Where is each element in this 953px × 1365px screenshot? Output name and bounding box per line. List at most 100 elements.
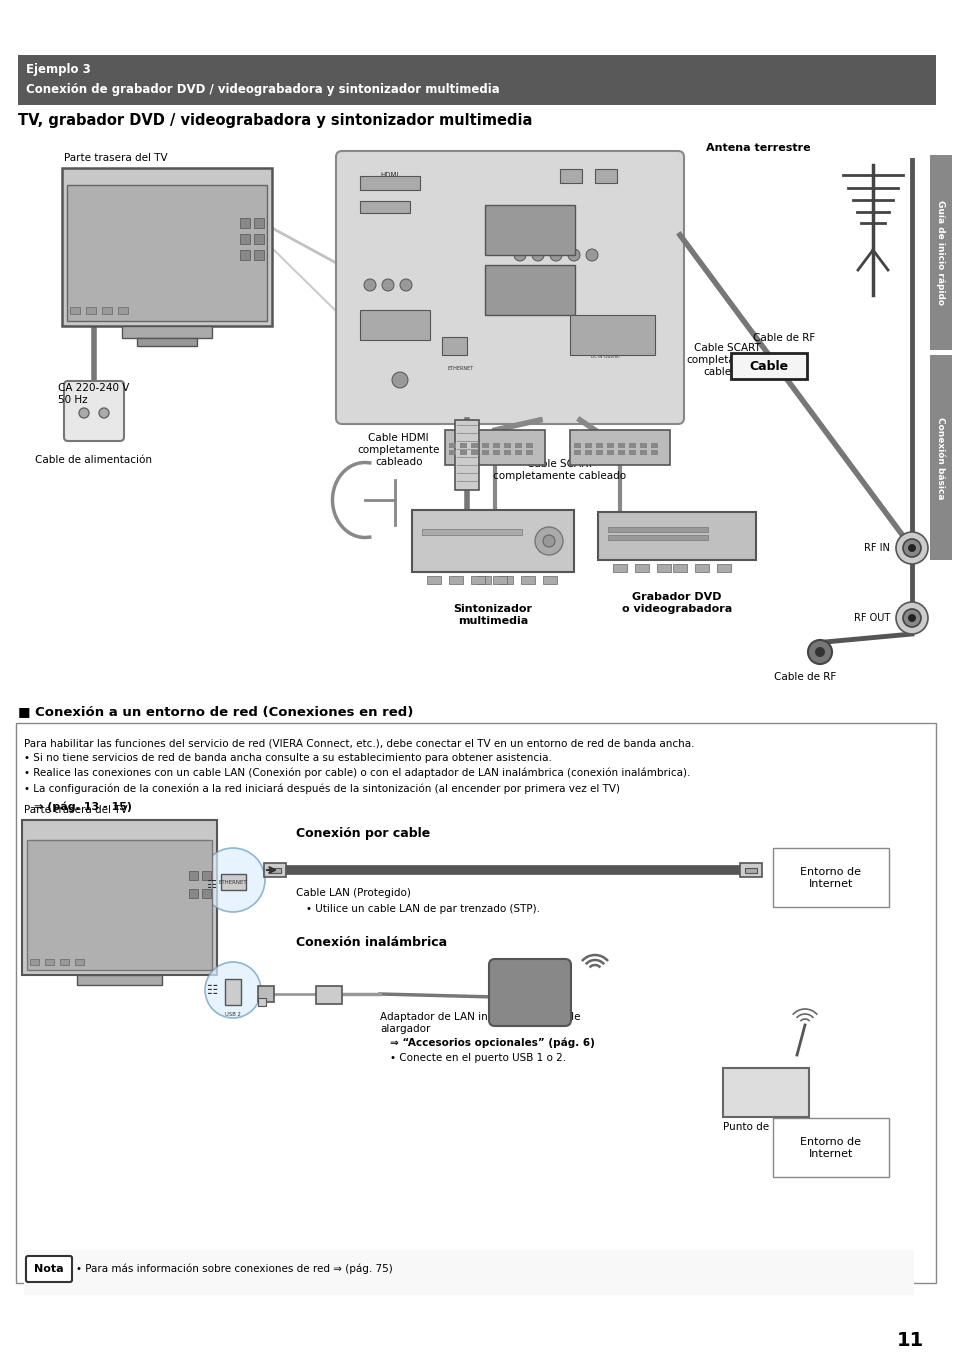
Text: RF IN: RF IN — [863, 543, 889, 553]
Bar — [359, 310, 430, 340]
Text: Para habilitar las funciones del servicio de red (VIERA Connect, etc.), debe con: Para habilitar las funciones del servici… — [24, 738, 694, 748]
FancyBboxPatch shape — [16, 723, 935, 1283]
Text: Parte trasera del TV: Parte trasera del TV — [24, 805, 128, 815]
Bar — [569, 430, 669, 465]
Bar — [484, 205, 575, 255]
Bar — [740, 863, 761, 876]
Bar — [503, 444, 511, 448]
FancyBboxPatch shape — [772, 1118, 888, 1177]
Text: ■ Conexión a un entorno de red (Conexiones en red): ■ Conexión a un entorno de red (Conexion… — [18, 706, 413, 718]
Bar — [221, 874, 246, 890]
Text: Conexión de grabador DVD / videograbadora y sintonizador multimedia: Conexión de grabador DVD / videograbador… — [26, 82, 499, 96]
Circle shape — [399, 278, 412, 291]
Bar — [427, 576, 440, 584]
FancyBboxPatch shape — [722, 1067, 808, 1117]
Bar — [102, 307, 112, 314]
Bar — [240, 233, 250, 244]
Bar — [628, 444, 636, 448]
Text: • Realice las conexiones con un cable LAN (Conexión por cable) o con el adaptado: • Realice las conexiones con un cable LA… — [24, 768, 690, 778]
Text: Nota: Nota — [34, 1264, 64, 1274]
Circle shape — [542, 535, 555, 547]
Circle shape — [814, 647, 824, 657]
Bar — [520, 576, 535, 584]
Bar — [639, 444, 646, 448]
Circle shape — [907, 614, 915, 622]
Bar — [525, 450, 533, 455]
Bar — [315, 986, 341, 1005]
Bar — [672, 564, 686, 572]
Bar — [493, 444, 499, 448]
Bar — [650, 444, 658, 448]
Text: • Conecte en el puerto USB 1 o 2.: • Conecte en el puerto USB 1 o 2. — [390, 1052, 565, 1063]
Text: ⇒ (pág. 13 - 15): ⇒ (pág. 13 - 15) — [34, 803, 132, 812]
Bar — [189, 889, 198, 898]
Circle shape — [532, 248, 543, 261]
Bar — [225, 979, 241, 1005]
Text: RF OUT: RF OUT — [853, 613, 889, 622]
Bar — [498, 576, 513, 584]
Bar — [525, 444, 533, 448]
Bar — [929, 156, 951, 349]
Bar — [30, 960, 39, 965]
Bar — [459, 450, 467, 455]
Bar — [606, 444, 614, 448]
Bar — [493, 576, 506, 584]
Text: CA 220-240 V
50 Hz: CA 220-240 V 50 Hz — [58, 384, 130, 404]
Circle shape — [514, 248, 525, 261]
Bar — [122, 326, 212, 339]
Bar — [421, 530, 521, 535]
Bar — [559, 169, 581, 183]
Bar — [202, 889, 211, 898]
Bar — [744, 868, 757, 874]
Text: Adaptador de LAN inalámbrica y cable
alargador: Adaptador de LAN inalámbrica y cable ala… — [379, 1011, 579, 1035]
Bar — [449, 576, 462, 584]
Bar — [484, 265, 575, 315]
Bar — [441, 337, 467, 355]
Text: Entorno de
Internet: Entorno de Internet — [800, 867, 861, 889]
Circle shape — [895, 532, 927, 564]
Bar — [596, 444, 602, 448]
Bar — [717, 564, 730, 572]
Bar — [493, 450, 499, 455]
FancyBboxPatch shape — [339, 156, 679, 420]
Circle shape — [392, 373, 408, 388]
Bar — [257, 998, 266, 1006]
Circle shape — [807, 640, 831, 663]
Bar — [639, 450, 646, 455]
Bar — [515, 444, 521, 448]
Text: HDMI: HDMI — [379, 172, 398, 177]
Bar — [584, 444, 592, 448]
Bar — [628, 450, 636, 455]
Text: Entorno de
Internet: Entorno de Internet — [800, 1137, 861, 1159]
Bar — [449, 450, 456, 455]
FancyBboxPatch shape — [412, 511, 574, 572]
Bar — [481, 450, 489, 455]
Bar — [471, 450, 477, 455]
Text: Cable HDMI
completamente
cableado: Cable HDMI completamente cableado — [357, 434, 439, 467]
Circle shape — [550, 248, 561, 261]
Text: Sintonizador
multimedia: Sintonizador multimedia — [453, 603, 532, 625]
Text: ☶: ☶ — [206, 880, 215, 890]
Bar — [481, 444, 489, 448]
FancyBboxPatch shape — [772, 848, 888, 906]
FancyBboxPatch shape — [730, 354, 806, 379]
Text: Grabador DVD
o videograbadora: Grabador DVD o videograbadora — [621, 592, 731, 614]
Bar — [542, 576, 557, 584]
FancyBboxPatch shape — [335, 152, 683, 425]
Bar — [613, 564, 626, 572]
Text: ☷: ☷ — [207, 984, 218, 996]
Circle shape — [902, 539, 920, 557]
Bar — [449, 444, 456, 448]
Text: USB 2: USB 2 — [225, 1013, 241, 1017]
Bar — [240, 218, 250, 228]
Bar — [18, 55, 935, 105]
Bar — [650, 450, 658, 455]
Bar — [596, 450, 602, 455]
FancyBboxPatch shape — [64, 381, 124, 441]
FancyBboxPatch shape — [22, 820, 216, 975]
Bar — [137, 339, 196, 345]
Text: TV, grabador DVD / videograbadora y sintonizador multimedia: TV, grabador DVD / videograbadora y sint… — [18, 112, 532, 127]
Text: • La configuración de la conexión a la red iniciará después de la sintonización : • La configuración de la conexión a la r… — [24, 784, 619, 793]
Text: Cable SCART
completamente cableado: Cable SCART completamente cableado — [493, 459, 626, 480]
Text: Cable de RF: Cable de RF — [773, 672, 835, 682]
